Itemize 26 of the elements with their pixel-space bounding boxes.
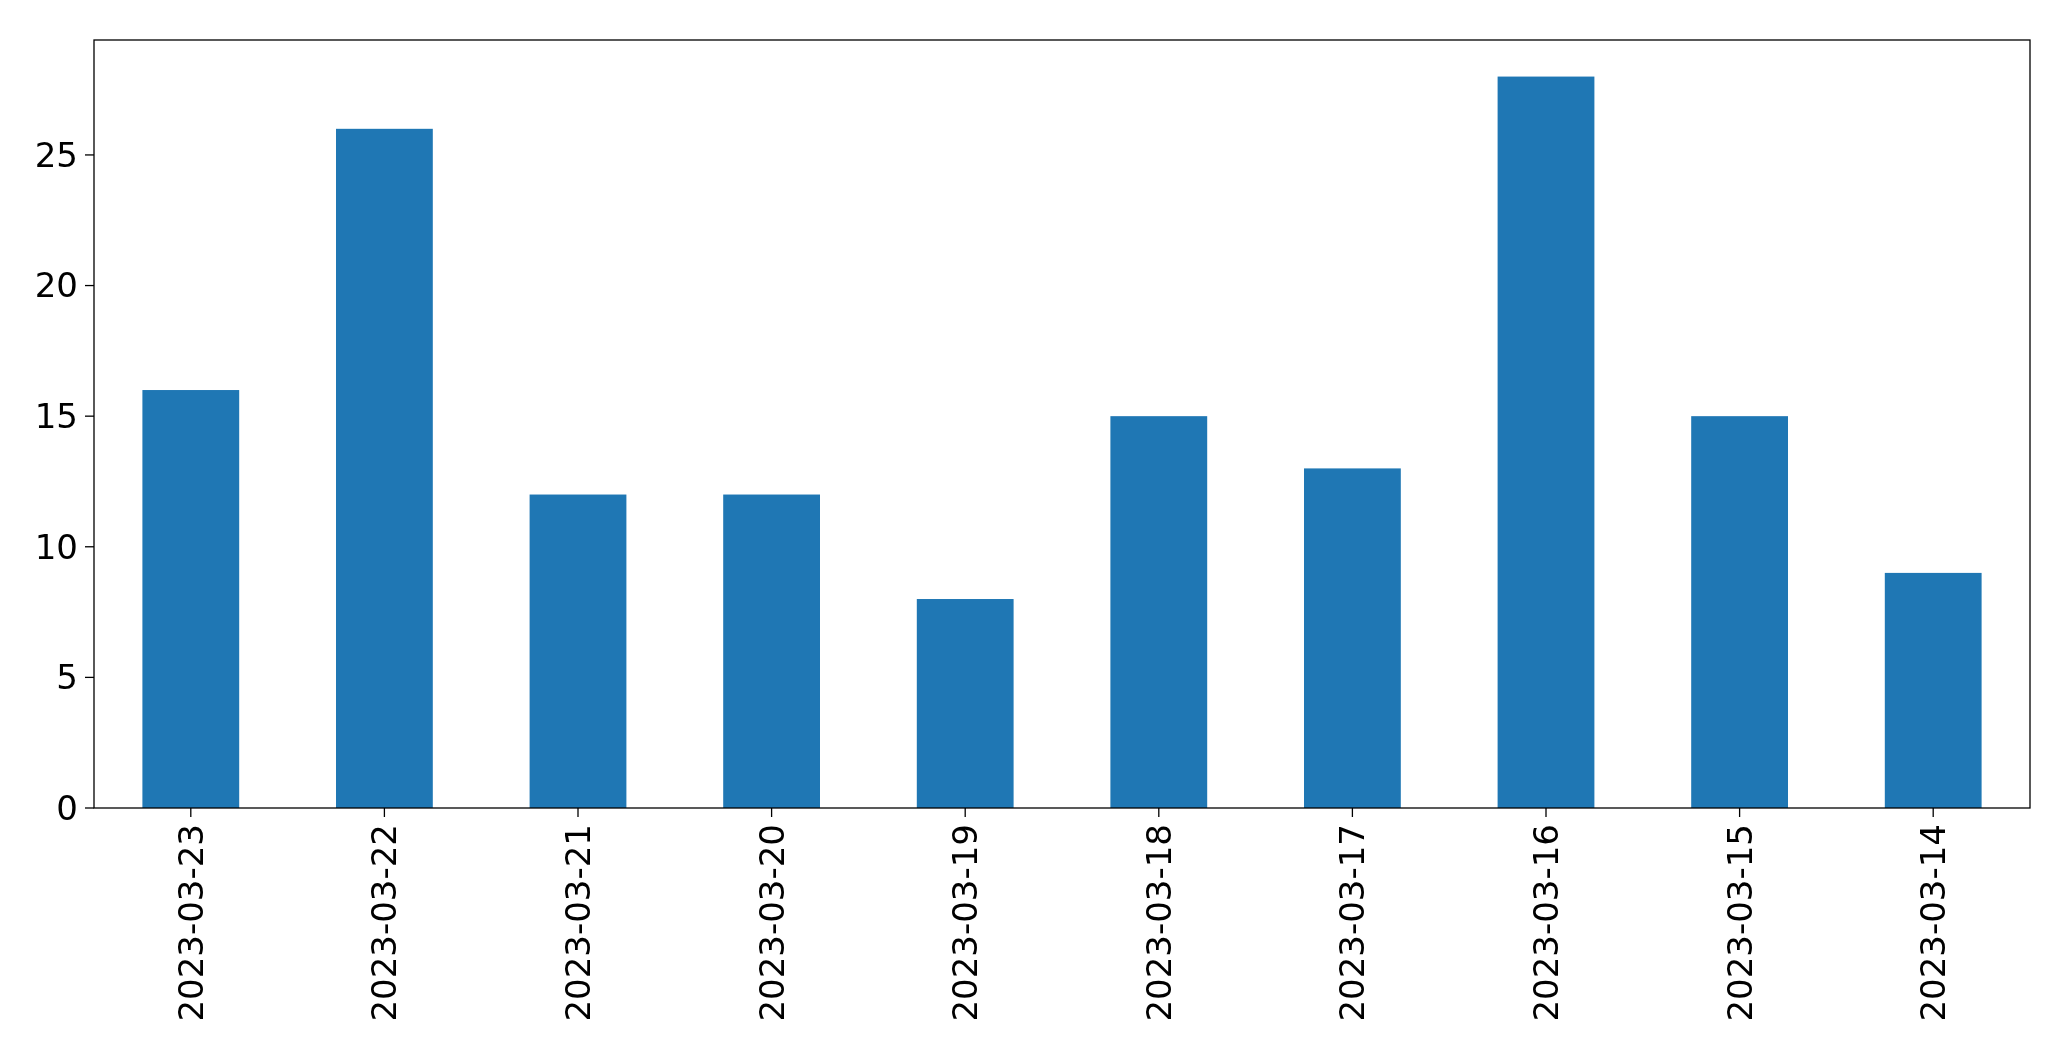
y-tick-label: 10: [34, 526, 78, 567]
bar: [336, 128, 433, 808]
x-tick-label: 2023-03-22: [364, 824, 405, 1022]
x-tick-label: 2023-03-14: [1913, 824, 1954, 1022]
bar: [1497, 76, 1595, 808]
y-tick-label: 20: [34, 265, 78, 306]
x-tick-label: 2023-03-17: [1332, 824, 1373, 1022]
x-tick-label: 2023-03-20: [751, 824, 792, 1022]
x-tick-label: 2023-03-15: [1719, 824, 1760, 1022]
y-tick-label: 5: [56, 657, 78, 698]
bar: [529, 494, 627, 808]
bar: [1110, 416, 1208, 808]
bar: [916, 599, 1014, 808]
bar: [723, 494, 820, 808]
bar: [142, 390, 240, 808]
y-tick-label: 15: [34, 396, 78, 437]
x-tick-label: 2023-03-23: [170, 824, 211, 1022]
bar: [1884, 572, 1982, 808]
x-tick-label: 2023-03-19: [945, 824, 986, 1022]
x-tick-label: 2023-03-16: [1525, 824, 1566, 1022]
bar: [1304, 468, 1401, 808]
x-tick-label: 2023-03-21: [557, 824, 598, 1022]
y-tick-label: 0: [56, 787, 78, 828]
y-tick-label: 25: [34, 134, 78, 175]
x-tick-label: 2023-03-18: [1138, 824, 1179, 1022]
bar: [1691, 416, 1788, 808]
